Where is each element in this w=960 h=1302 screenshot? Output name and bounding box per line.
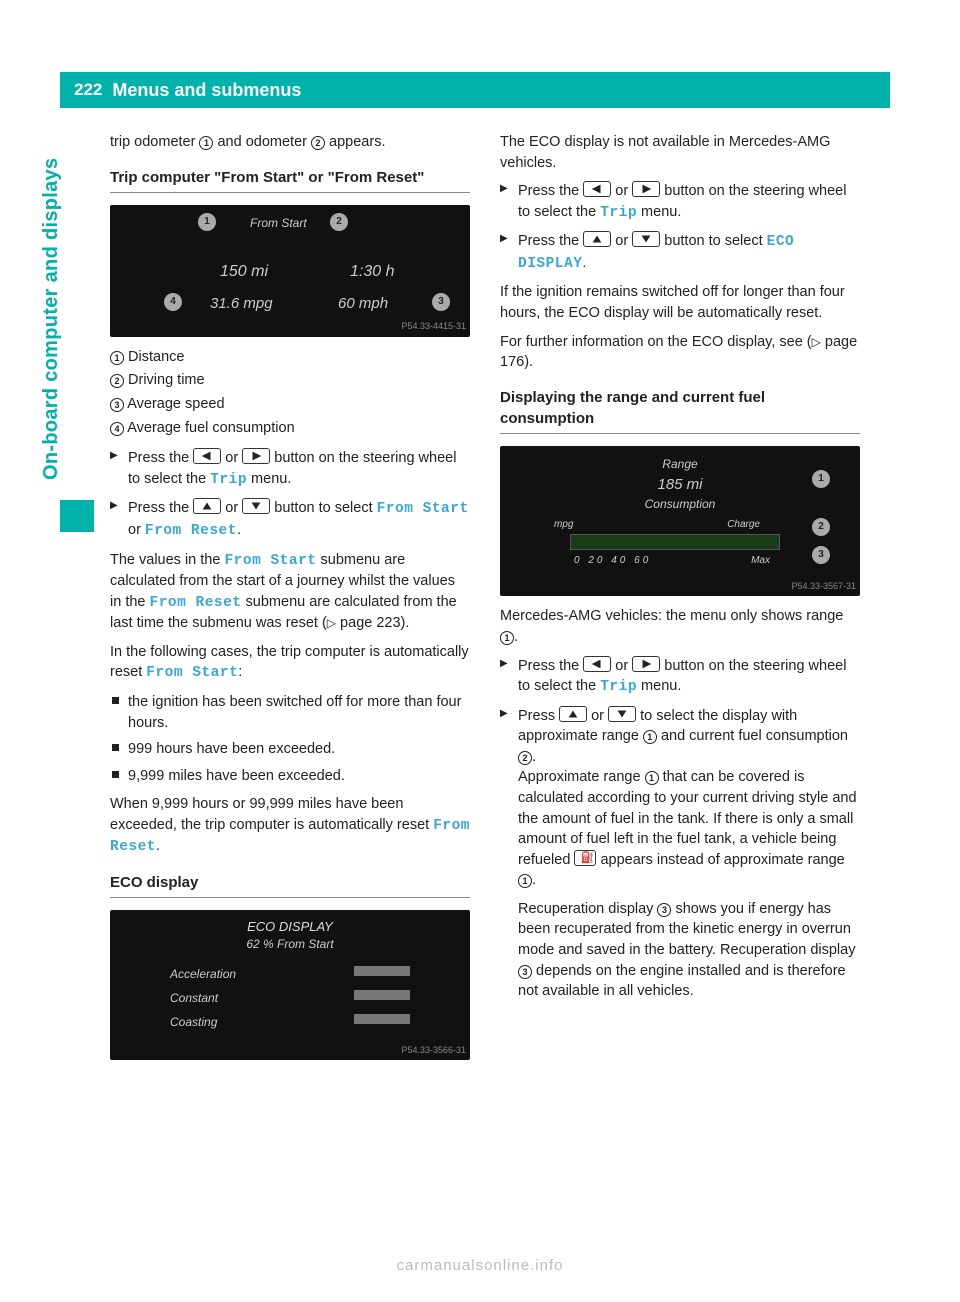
- fuel-icon: ⛽: [574, 850, 596, 866]
- right-arrow-key: [632, 181, 660, 197]
- down-arrow-key: [242, 498, 270, 514]
- para-auto-reset-intro: In the following cases, the trip compute…: [110, 642, 470, 684]
- footer-watermark: carmanualsonline.info: [0, 1257, 960, 1274]
- step-r4-select-range: Press or to select the display with appr…: [500, 706, 860, 891]
- display-image-from-start: 1 From Start 2 150 mi 1:30 h 4 31.6 mpg …: [110, 205, 470, 337]
- para-recuperation: Recuperation display 3 shows you if ener…: [500, 899, 860, 1002]
- step-select-trip: Press the or button on the steering whee…: [110, 448, 470, 490]
- side-tab-block: [60, 500, 94, 532]
- down-arrow-key: [632, 231, 660, 247]
- img-callout-3: 3: [812, 546, 830, 564]
- step-r-select-trip: Press the or button on the steering whee…: [500, 181, 860, 223]
- callout-1: 1: [645, 771, 659, 785]
- bullet-ignition: the ignition has been switched off for m…: [110, 692, 470, 733]
- display-image-eco: ECO DISPLAY 62 % From Start Acceleration…: [110, 910, 470, 1060]
- up-arrow-key: [193, 498, 221, 514]
- callout-2: 2: [518, 751, 532, 765]
- heading-rule: [110, 897, 470, 898]
- heading-trip-computer: Trip computer "From Start" or "From Rese…: [110, 167, 470, 188]
- heading-rule: [500, 433, 860, 434]
- right-arrow-key: [242, 448, 270, 464]
- heading-eco-display: ECO display: [110, 872, 470, 893]
- callout-2: 2: [311, 136, 325, 150]
- img-callout-4: 4: [164, 293, 182, 311]
- heading-rule: [110, 192, 470, 193]
- left-arrow-key: [193, 448, 221, 464]
- display-image-range: Range 185 mi 1 Consumption 2 mpg Charge …: [500, 446, 860, 596]
- header-title: Menus and submenus: [112, 80, 301, 101]
- step-r-select-eco: Press the or button to select ECO DISPLA…: [500, 231, 860, 274]
- right-column: The ECO display is not available in Merc…: [500, 132, 860, 1070]
- para-eco-xref: For further information on the ECO displ…: [500, 332, 860, 373]
- para-from-reset: When 9,999 hours or 99,999 miles have be…: [110, 794, 470, 858]
- up-arrow-key: [559, 706, 587, 722]
- page-number: 222: [60, 80, 112, 100]
- left-arrow-key: [583, 181, 611, 197]
- step-select-from: Press the or button to select From Start…: [110, 498, 470, 541]
- reset-conditions-list: the ignition has been switched off for m…: [110, 692, 470, 786]
- bullet-999-hours: 999 hours have been exceeded.: [110, 739, 470, 760]
- img-callout-3: 3: [432, 293, 450, 311]
- para-eco-reset: If the ignition remains switched off for…: [500, 282, 860, 323]
- intro-paragraph: trip odometer 1 and odometer 2 appears.: [110, 132, 470, 153]
- heading-range: Displaying the range and current fuel co…: [500, 387, 860, 430]
- callout-1: 1: [199, 136, 213, 150]
- img-callout-1: 1: [198, 213, 216, 231]
- para-from-start-reset: The values in the From Start submenu are…: [110, 550, 470, 634]
- up-arrow-key: [583, 231, 611, 247]
- callout-1: 1: [500, 631, 514, 645]
- callout-definitions: 1 Distance 2 Driving time 3 Average spee…: [110, 347, 470, 438]
- callout-3: 3: [657, 903, 671, 917]
- para-eco-not-amg: The ECO display is not available in Merc…: [500, 132, 860, 173]
- para-amg-range-only: Mercedes-AMG vehicles: the menu only sho…: [500, 606, 860, 647]
- callout-3: 3: [518, 965, 532, 979]
- step-r3-select-trip: Press the or button on the steering whee…: [500, 656, 860, 698]
- bullet-9999-miles: 9,999 miles have been exceeded.: [110, 766, 470, 787]
- manual-page: 222 Menus and submenus On-board computer…: [0, 0, 960, 1302]
- side-tab-label: On-board computer and displays: [40, 158, 63, 480]
- right-arrow-key: [632, 656, 660, 672]
- down-arrow-key: [608, 706, 636, 722]
- left-arrow-key: [583, 656, 611, 672]
- header-bar: 222 Menus and submenus: [60, 72, 890, 108]
- img-callout-2: 2: [330, 213, 348, 231]
- callout-1: 1: [643, 730, 657, 744]
- left-column: trip odometer 1 and odometer 2 appears. …: [110, 132, 470, 1070]
- img-callout-2: 2: [812, 518, 830, 536]
- callout-1: 1: [518, 874, 532, 888]
